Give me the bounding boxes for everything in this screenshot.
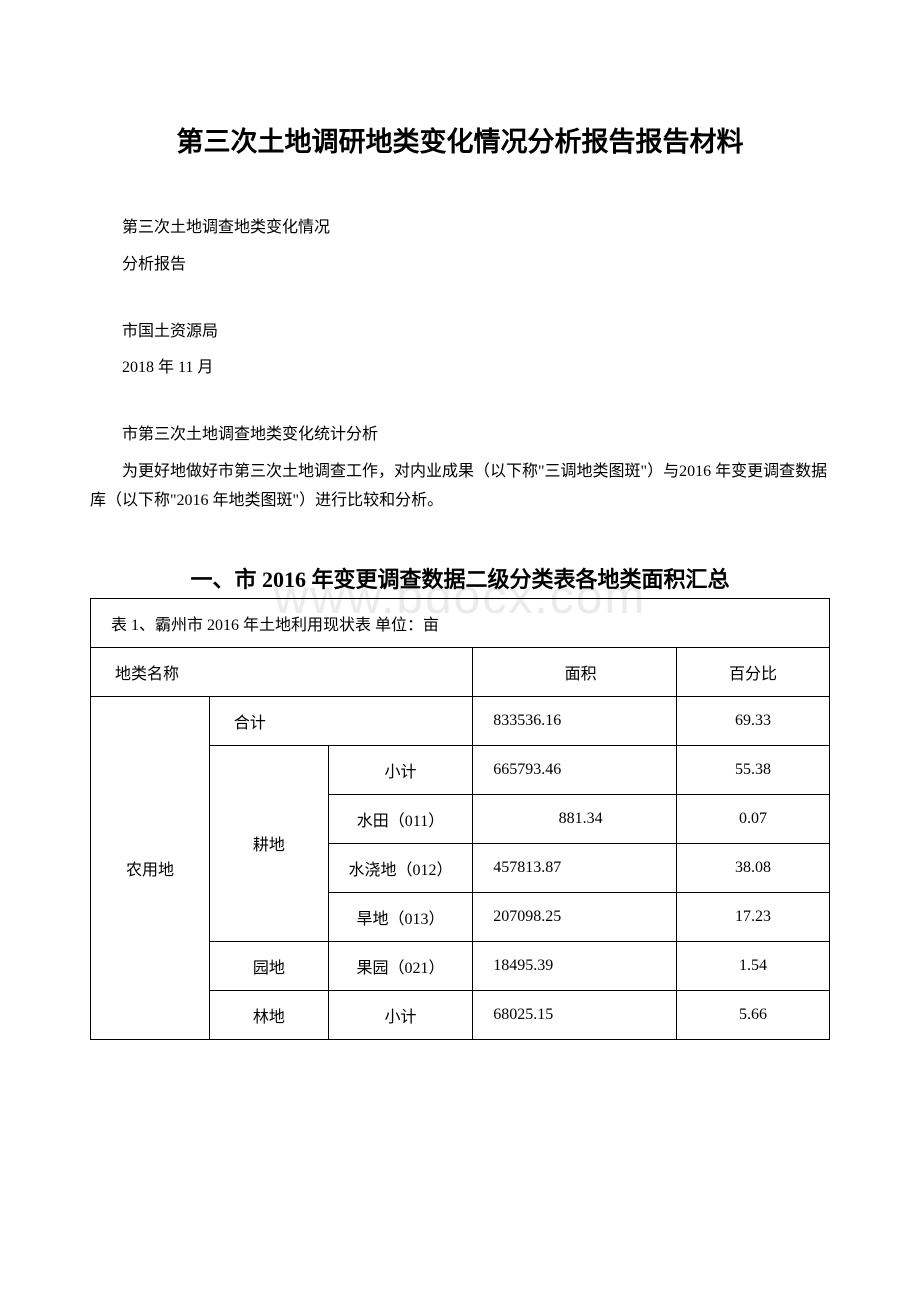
main-title: 第三次土地调研地类变化情况分析报告报告材料 (90, 120, 830, 159)
area-heji: 833536.16 (473, 696, 677, 745)
area-shuitian: 881.34 (473, 794, 677, 843)
pct-shuijiao: 38.08 (677, 843, 830, 892)
header-pct: 百分比 (677, 647, 830, 696)
area-guoyuan: 18495.39 (473, 941, 677, 990)
pct-lindi: 5.66 (677, 990, 830, 1039)
cat-lindi: 林地 (209, 990, 328, 1039)
para-4: 2018 年 11 月 (90, 354, 830, 383)
para-3: 市国土资源局 (90, 318, 830, 347)
row-xiaoji: 小计 (328, 745, 472, 794)
para-1: 第三次土地调查地类变化情况 (90, 214, 830, 243)
row-heji: 合计 (209, 696, 472, 745)
pct-handi: 17.23 (677, 892, 830, 941)
pct-guoyuan: 1.54 (677, 941, 830, 990)
pct-gengdi-xiaoji: 55.38 (677, 745, 830, 794)
area-shuijiao: 457813.87 (473, 843, 677, 892)
area-gengdi-xiaoji: 665793.46 (473, 745, 677, 794)
header-area: 面积 (473, 647, 677, 696)
row-lindi-xiaoji: 小计 (328, 990, 472, 1039)
cat-gengdi: 耕地 (209, 745, 328, 941)
table-header-row: 地类名称 面积 百分比 (91, 647, 830, 696)
row-shuijiao: 水浇地（012） (328, 843, 472, 892)
spacer (90, 288, 830, 318)
area-lindi: 68025.15 (473, 990, 677, 1039)
document-content: 第三次土地调研地类变化情况分析报告报告材料 第三次土地调查地类变化情况 分析报告… (90, 120, 830, 1040)
para-5: 市第三次土地调查地类变化统计分析 (90, 421, 830, 450)
para-2: 分析报告 (90, 251, 830, 280)
para-6: 为更好地做好市第三次土地调查工作，对内业成果（以下称"三调地类图斑"）与2016… (90, 458, 830, 516)
pct-shuitian: 0.07 (677, 794, 830, 843)
cat-nongyongdi: 农用地 (91, 696, 210, 1039)
header-name: 地类名称 (91, 647, 473, 696)
table-caption: 表 1、霸州市 2016 年土地利用现状表 单位：亩 (91, 598, 830, 647)
spacer (90, 524, 830, 542)
table-caption-row: 表 1、霸州市 2016 年土地利用现状表 单位：亩 (91, 598, 830, 647)
pct-heji: 69.33 (677, 696, 830, 745)
row-handi: 旱地（013） (328, 892, 472, 941)
cat-yuandi: 园地 (209, 941, 328, 990)
row-guoyuan: 果园（021） (328, 941, 472, 990)
spacer (90, 391, 830, 421)
row-shuitian: 水田（011） (328, 794, 472, 843)
land-use-table: 表 1、霸州市 2016 年土地利用现状表 单位：亩 地类名称 面积 百分比 农… (90, 598, 830, 1040)
area-handi: 207098.25 (473, 892, 677, 941)
table-row: 农用地 合计 833536.16 69.33 (91, 696, 830, 745)
section-heading: 一、市 2016 年变更调查数据二级分类表各地类面积汇总 (90, 562, 830, 594)
